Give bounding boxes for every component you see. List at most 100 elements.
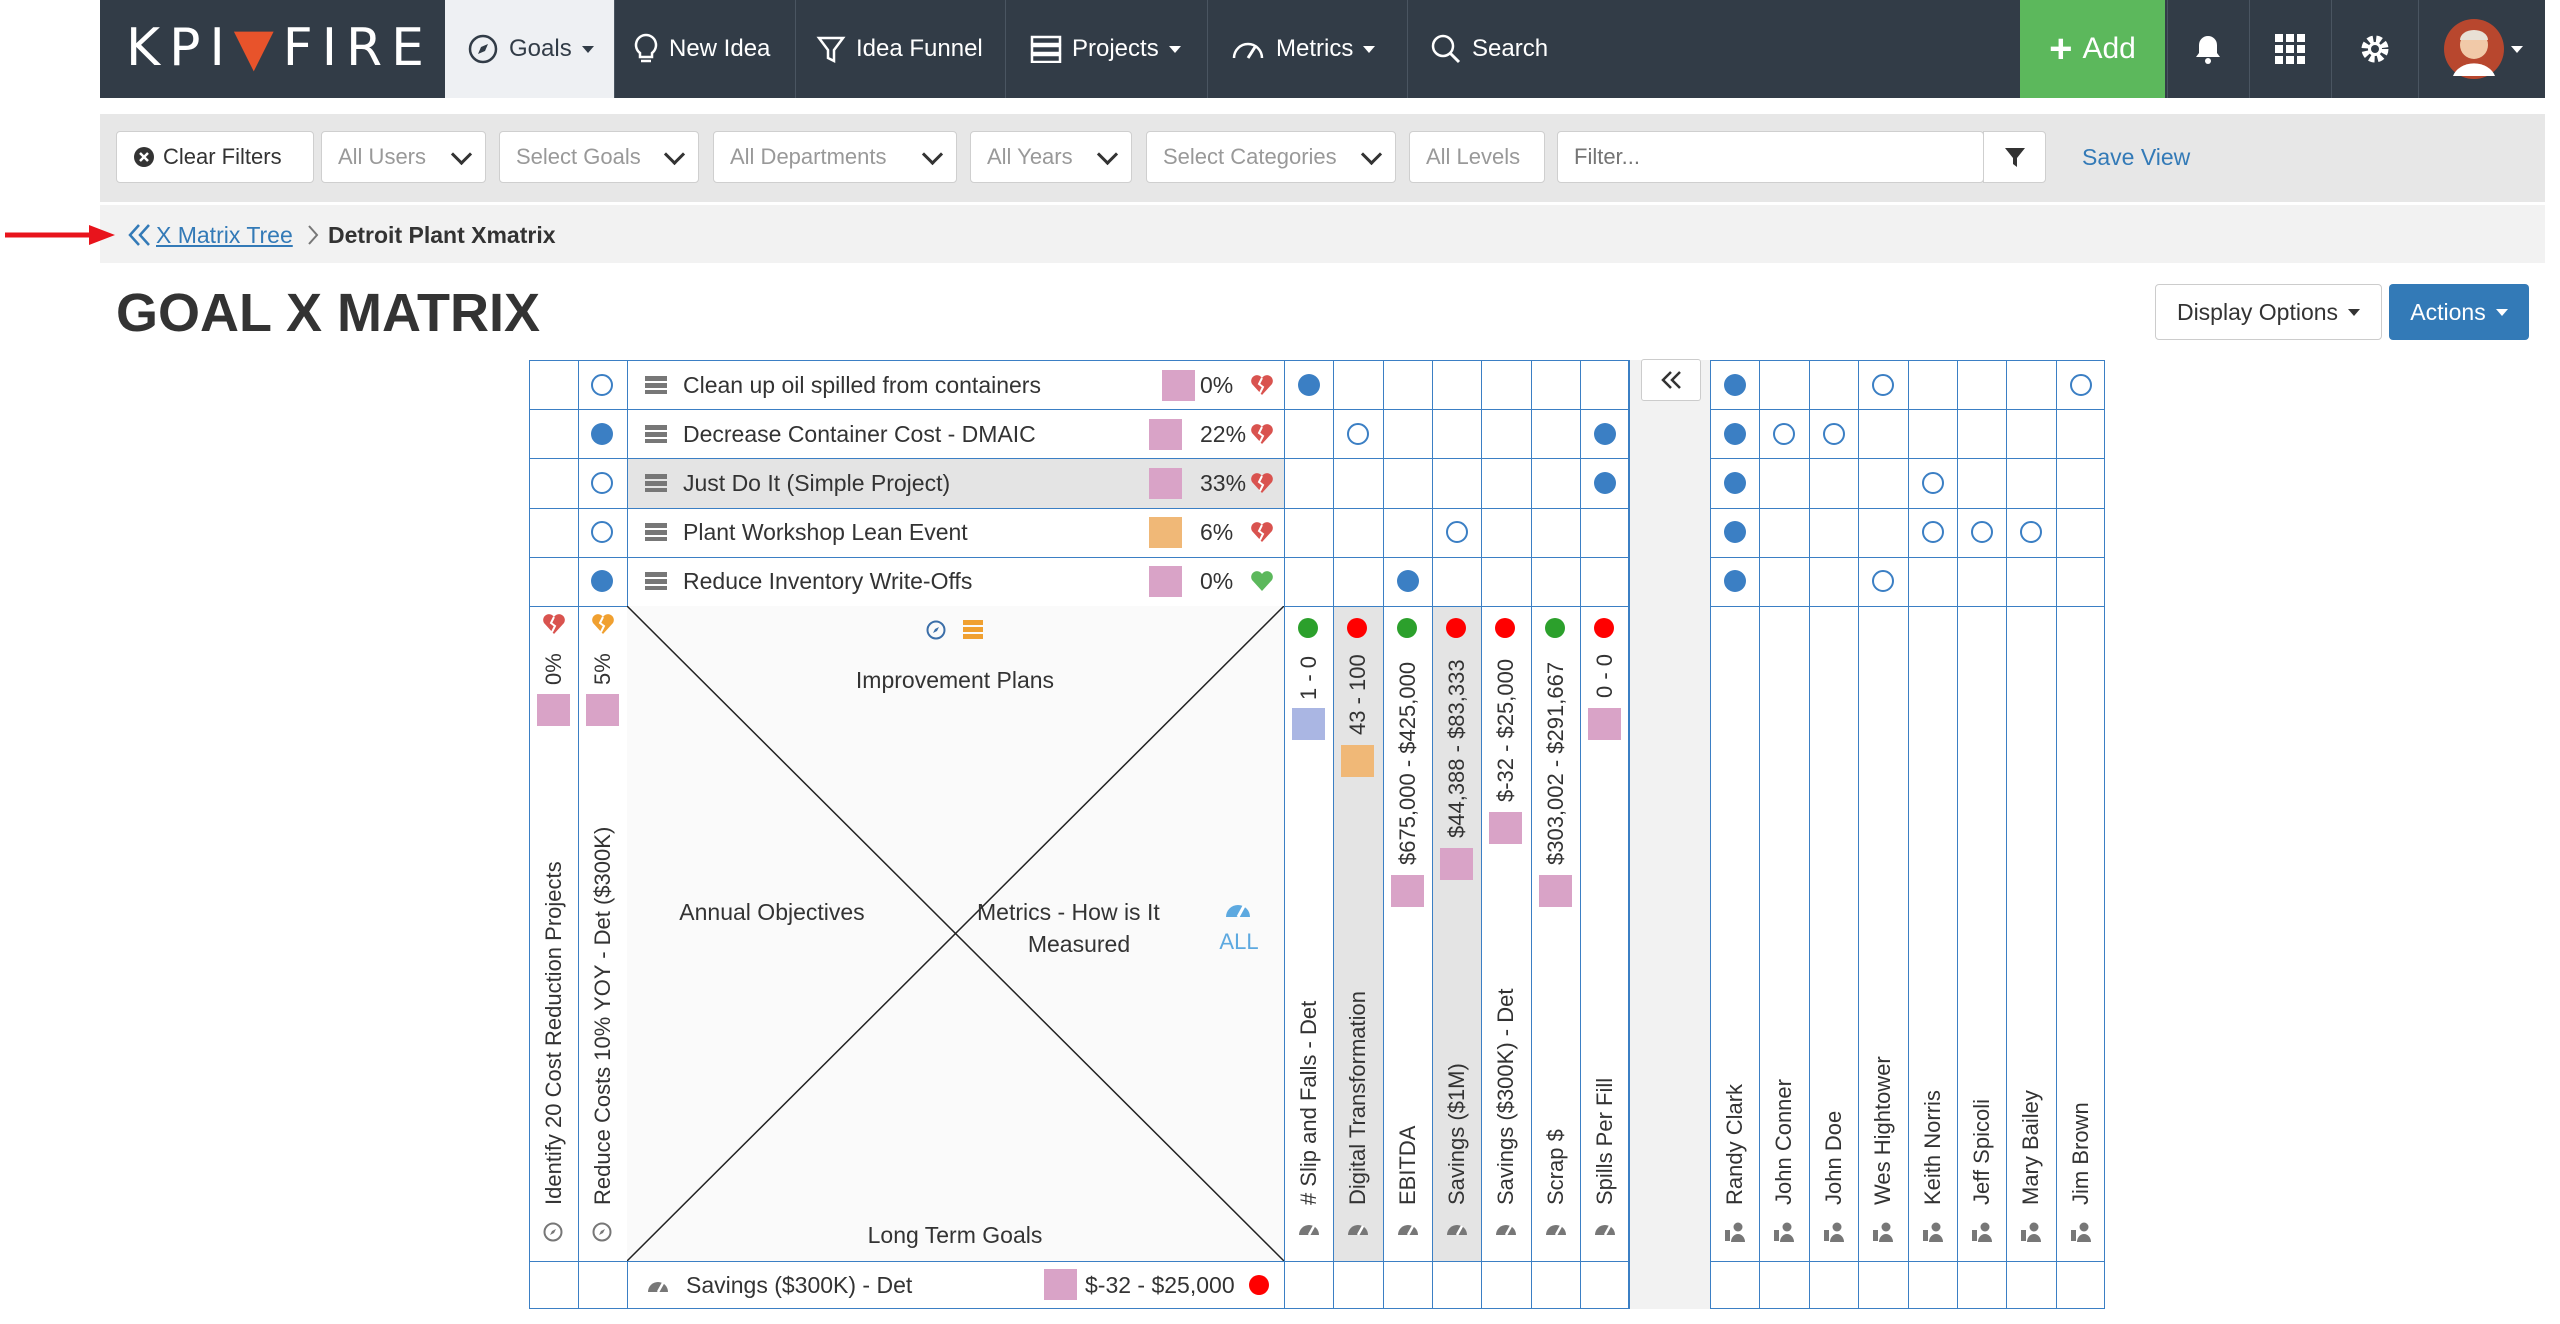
brand-logo[interactable]: KPI▼FIRE: [126, 18, 434, 78]
project-name[interactable]: Clean up oil spilled from containers: [683, 371, 1041, 398]
quadrant-top-label: Improvement Plans: [855, 667, 1055, 693]
breadcrumb: [100, 205, 2545, 263]
nav-new-idea[interactable]: New Idea: [615, 0, 796, 98]
project-name[interactable]: Just Do It (Simple Project): [683, 470, 951, 496]
person-name[interactable]: John Doe: [1820, 1110, 1846, 1205]
departments-select[interactable]: All Departments: [713, 131, 957, 183]
metric-status-dot: [1495, 618, 1516, 638]
person-name[interactable]: John Conner: [1771, 1079, 1797, 1205]
add-button[interactable]: + Add: [2020, 0, 2165, 98]
collapse-people-button[interactable]: [1641, 359, 1701, 401]
double-chevron-left-icon: [1661, 371, 1681, 389]
grid-line: [1284, 360, 1285, 1309]
display-options-button[interactable]: Display Options: [2155, 284, 2382, 340]
metric-name[interactable]: EBITDA: [1394, 1125, 1420, 1205]
person-name[interactable]: Jeff Spicoli: [1969, 1099, 1994, 1205]
metric-alignment-dot[interactable]: [1347, 422, 1370, 445]
settings-button[interactable]: [2331, 0, 2417, 98]
person-alignment-dot[interactable]: [1724, 472, 1746, 494]
nav-projects[interactable]: Projects: [1006, 0, 1208, 98]
users-select[interactable]: All Users: [321, 131, 486, 183]
long-term-goal-name[interactable]: Savings ($300K) - Det: [686, 1272, 913, 1298]
metrics-all-link[interactable]: ALL: [1219, 929, 1259, 954]
metric-alignment-dot[interactable]: [1593, 422, 1616, 445]
double-chevron-left-icon[interactable]: [126, 222, 152, 248]
categories-select[interactable]: Select Categories: [1146, 131, 1396, 183]
goals-select[interactable]: Select Goals: [499, 131, 699, 183]
actions-button[interactable]: Actions: [2389, 284, 2529, 340]
metric-status-dot: [1298, 618, 1318, 638]
metric-alignment-dot[interactable]: [1445, 521, 1468, 544]
project-icon: [644, 571, 668, 596]
nav-goals[interactable]: Goals: [445, 0, 615, 98]
save-view-link[interactable]: Save View: [2082, 144, 2191, 170]
alignment-dot[interactable]: [591, 373, 613, 396]
lightbulb-icon: [634, 33, 658, 63]
person-alignment-dot[interactable]: [1872, 570, 1895, 593]
person-name[interactable]: Wes Hightower: [1870, 1056, 1896, 1205]
funnel-icon: [816, 36, 846, 64]
notifications-button[interactable]: [2167, 0, 2248, 98]
metric-name[interactable]: Savings ($300K) - Det: [1493, 988, 1519, 1205]
person-alignment-dot[interactable]: [2020, 521, 2043, 544]
alignment-dot[interactable]: [591, 521, 613, 544]
metric-name[interactable]: Scrap $: [1542, 1129, 1568, 1205]
quadrant-left-label: Annual Objectives: [679, 899, 865, 925]
person-alignment-dot[interactable]: [1773, 422, 1796, 445]
user-menu[interactable]: [2418, 0, 2546, 98]
person-alignment-dot[interactable]: [1921, 472, 1944, 494]
metric-color-swatch: [1587, 708, 1621, 740]
alignment-dot[interactable]: [591, 570, 613, 593]
project-name[interactable]: Decrease Container Cost - DMAIC: [683, 420, 1036, 447]
person-alignment-dot[interactable]: [1971, 521, 1993, 544]
long-term-goal-range: $-32 - $25,000: [1085, 1272, 1235, 1298]
server-stack-icon: [1030, 35, 1062, 63]
apps-button[interactable]: [2249, 0, 2330, 98]
project-name[interactable]: Reduce Inventory Write-Offs: [683, 568, 973, 595]
metric-name[interactable]: # Slip and Falls - Det: [1296, 1000, 1321, 1205]
nav-search[interactable]: Search: [1408, 0, 1608, 98]
nav-idea-funnel[interactable]: Idea Funnel: [796, 0, 1006, 98]
person-alignment-dot[interactable]: [1724, 521, 1746, 544]
objective-percent: 0%: [541, 653, 566, 685]
project-name[interactable]: Plant Workshop Lean Event: [683, 519, 968, 546]
close-circle-icon: [134, 147, 154, 167]
person-alignment-dot[interactable]: [1724, 373, 1746, 396]
metric-status-dot: [1544, 618, 1565, 638]
grid-line: [529, 556, 1630, 558]
person-name[interactable]: Jim Brown: [2067, 1102, 2093, 1205]
clear-filters-button[interactable]: Clear Filters: [116, 131, 314, 183]
person-alignment-dot[interactable]: [1822, 422, 1845, 445]
metric-alignment-dot[interactable]: [1593, 472, 1616, 494]
filter-apply-button[interactable]: [1983, 131, 2046, 183]
person-alignment-dot[interactable]: [1872, 373, 1895, 396]
metric-column-shade: [1431, 606, 1482, 1261]
metric-name[interactable]: Savings ($1M): [1443, 1063, 1469, 1205]
project-icon: [644, 473, 668, 498]
metric-name[interactable]: Digital Transformation: [1345, 991, 1371, 1205]
filter-input[interactable]: [1557, 131, 1984, 183]
nav-metrics[interactable]: Metrics: [1208, 0, 1408, 98]
alignment-dot[interactable]: [591, 472, 613, 494]
metric-status-dot: [1445, 618, 1466, 638]
caret-down-icon: [2348, 308, 2361, 316]
levels-select[interactable]: All Levels: [1409, 131, 1545, 183]
person-name[interactable]: Keith Norris: [1919, 1090, 1945, 1205]
metric-alignment-dot[interactable]: [1396, 570, 1419, 593]
person-name[interactable]: Mary Bailey: [2018, 1090, 2044, 1205]
objective-name[interactable]: Reduce Costs 10% YOY - Det ($300K): [590, 826, 615, 1205]
grid-line: [2006, 360, 2008, 1309]
metric-alignment-dot[interactable]: [1298, 373, 1320, 396]
person-name[interactable]: Randy Clark: [1722, 1083, 1747, 1205]
person-alignment-dot[interactable]: [1724, 570, 1746, 593]
person-alignment-dot[interactable]: [1921, 521, 1944, 544]
objective-name[interactable]: Identify 20 Cost Reduction Projects: [541, 861, 566, 1205]
years-select[interactable]: All Years: [970, 131, 1132, 183]
project-color-swatch: [1149, 566, 1182, 598]
alignment-dot[interactable]: [591, 422, 613, 445]
person-alignment-dot[interactable]: [1724, 422, 1746, 445]
breadcrumb-parent-link[interactable]: X Matrix Tree: [156, 222, 293, 248]
metric-name[interactable]: Spills Per Fill: [1591, 1077, 1617, 1205]
person-icon: [1921, 1222, 1945, 1247]
person-alignment-dot[interactable]: [2069, 373, 2092, 396]
